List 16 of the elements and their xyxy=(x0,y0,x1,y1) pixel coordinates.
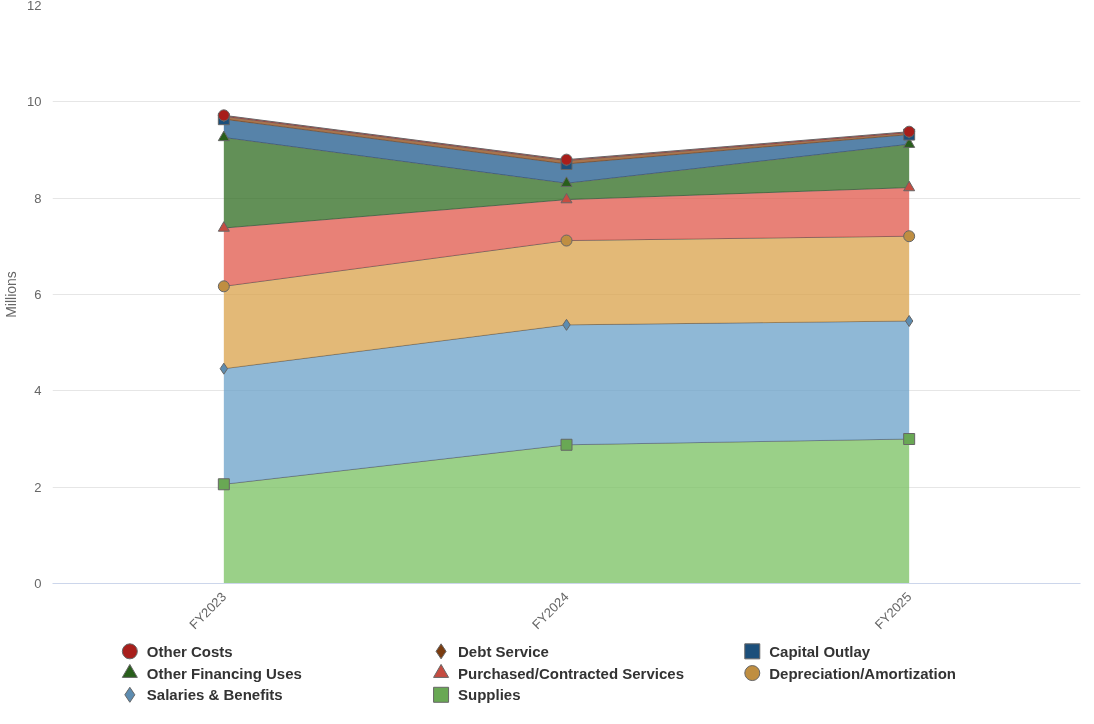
legend-label: Debt Service xyxy=(458,642,549,660)
y-tick-label: 10 xyxy=(27,94,42,110)
y-tick-label: 6 xyxy=(34,287,42,302)
y-tick-label: 2 xyxy=(34,479,42,495)
y-tick-label: 12 xyxy=(27,0,42,13)
legend-label: Depreciation/Amortization xyxy=(769,664,956,682)
legend-label: Capital Outlay xyxy=(769,642,871,660)
legend-label: Other Financing Uses xyxy=(146,664,302,682)
legend-label: Supplies xyxy=(458,686,521,704)
y-tick-label: 8 xyxy=(34,190,42,206)
y-tick-label: 4 xyxy=(34,383,42,399)
y-tick-label: 0 xyxy=(34,576,42,591)
legend-label: Salaries & Benefits xyxy=(146,686,283,704)
legend-label: Purchased/Contracted Services xyxy=(458,664,684,682)
y-axis-title: Millions xyxy=(3,271,20,318)
legend-label: Other Costs xyxy=(146,642,233,660)
